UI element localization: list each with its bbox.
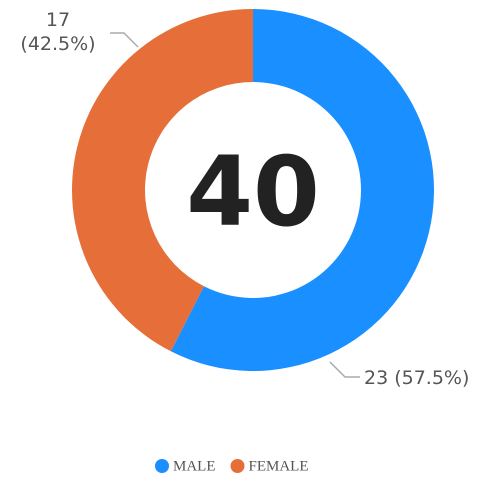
slice xyxy=(71,9,253,352)
slice xyxy=(170,9,434,371)
legend-swatch xyxy=(155,459,169,473)
legend-label: FEMALE xyxy=(249,458,309,474)
data-label: 17 (42.5%) xyxy=(20,9,96,55)
data-label: 23 (57.5%) xyxy=(364,367,470,389)
leader-line xyxy=(110,32,139,48)
legend-label: MALE xyxy=(173,458,216,474)
leader-line xyxy=(329,361,360,378)
total: 40 xyxy=(186,136,320,248)
legend-swatch xyxy=(230,459,245,473)
